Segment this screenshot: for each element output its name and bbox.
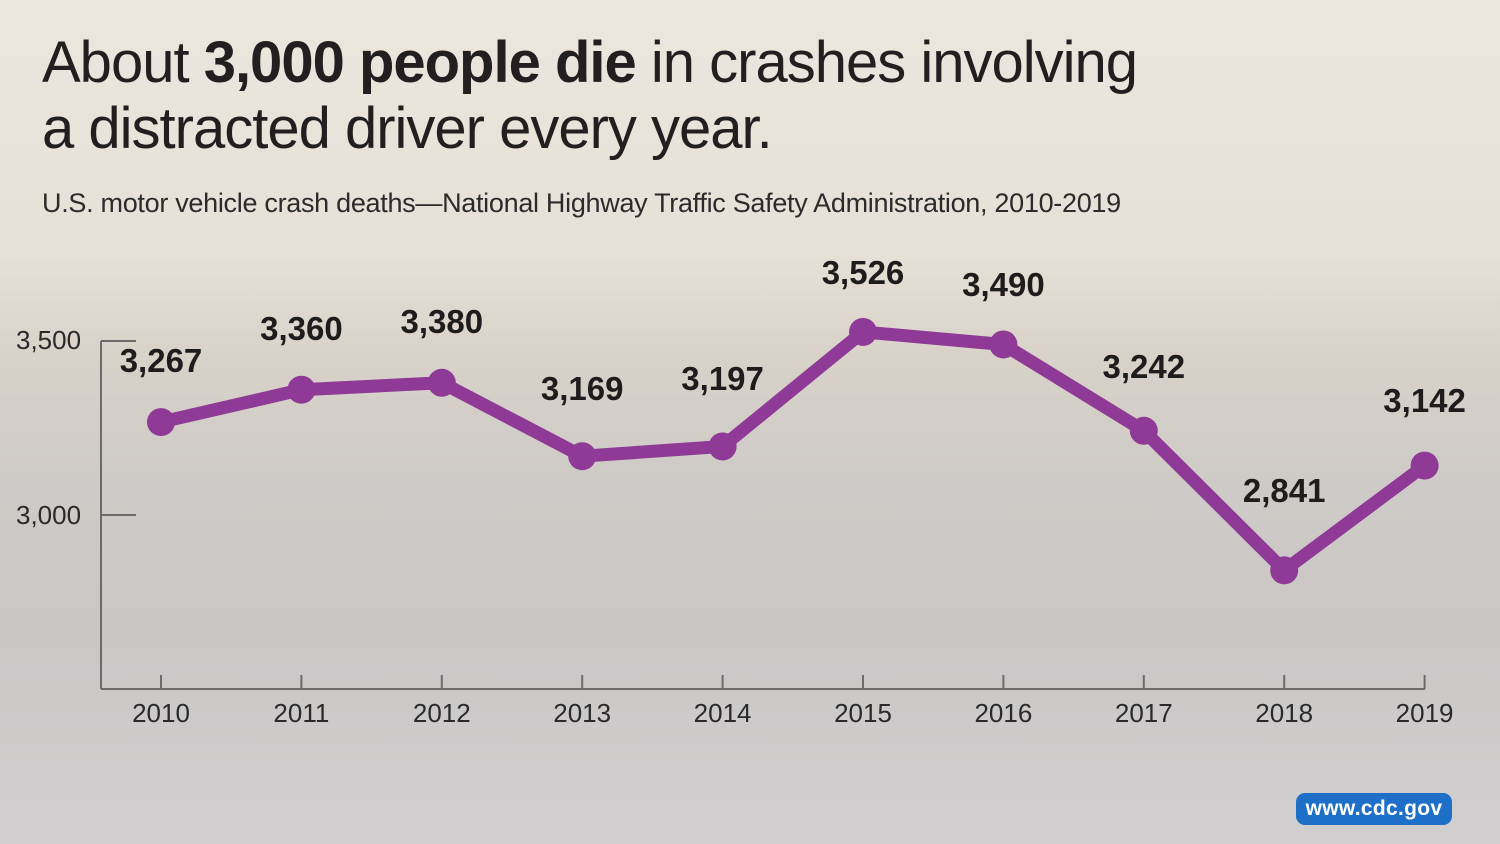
chart-subtitle: U.S. motor vehicle crash deaths—National… [42,188,1121,218]
headline-emphasis: 3,000 people die [203,30,637,95]
x-tick-label: 2019 [1395,698,1454,728]
x-tick-label: 2017 [1114,698,1173,728]
data-point-marker [568,442,597,471]
data-label: 3,197 [681,360,764,398]
data-point-marker [1410,451,1439,480]
x-tick-label: 2015 [834,698,892,728]
data-label: 2,841 [1242,472,1326,510]
data-point-marker [989,330,1018,359]
x-tick-label: 2013 [553,698,612,728]
data-label: 3,380 [400,302,484,340]
data-label: 3,360 [260,309,343,347]
headline-line-2: a distracted driver every year. [42,96,773,161]
data-point-marker [147,408,175,437]
y-tick-label-3000: 3,000 [16,500,82,530]
headline-line-1: About 3,000 people die in crashes involv… [42,30,1138,95]
data-label: 3,526 [821,253,905,291]
data-label: 3,142 [1383,381,1466,419]
series-line [154,325,1432,577]
data-label: 3,242 [1102,347,1186,385]
data-point-marker [427,368,456,397]
x-tick-label: 2014 [693,698,752,728]
data-label: 3,169 [540,370,624,408]
data-point-marker [1270,556,1299,585]
x-tick-label: 2010 [132,698,190,728]
data-point-marker [849,317,877,346]
data-label: 3,490 [962,266,1045,304]
headline: About 3,000 people die in crashes involv… [42,30,1138,162]
y-tick-label-3500: 3,500 [16,325,82,355]
data-markers [147,317,1439,585]
data-label: 3,267 [119,342,203,380]
x-tick-label: 2018 [1255,698,1314,728]
x-tick-label: 2012 [412,698,471,728]
data-point-marker [287,375,316,404]
x-axis-ticks [160,675,1426,689]
data-point-marker [708,432,737,461]
x-tick-label: 2011 [273,698,330,728]
cdc-website-link[interactable]: www.cdc.gov [1296,793,1452,825]
y-axis [100,340,136,689]
x-tick-label: 2016 [974,698,1033,728]
data-point-marker [1129,416,1158,445]
